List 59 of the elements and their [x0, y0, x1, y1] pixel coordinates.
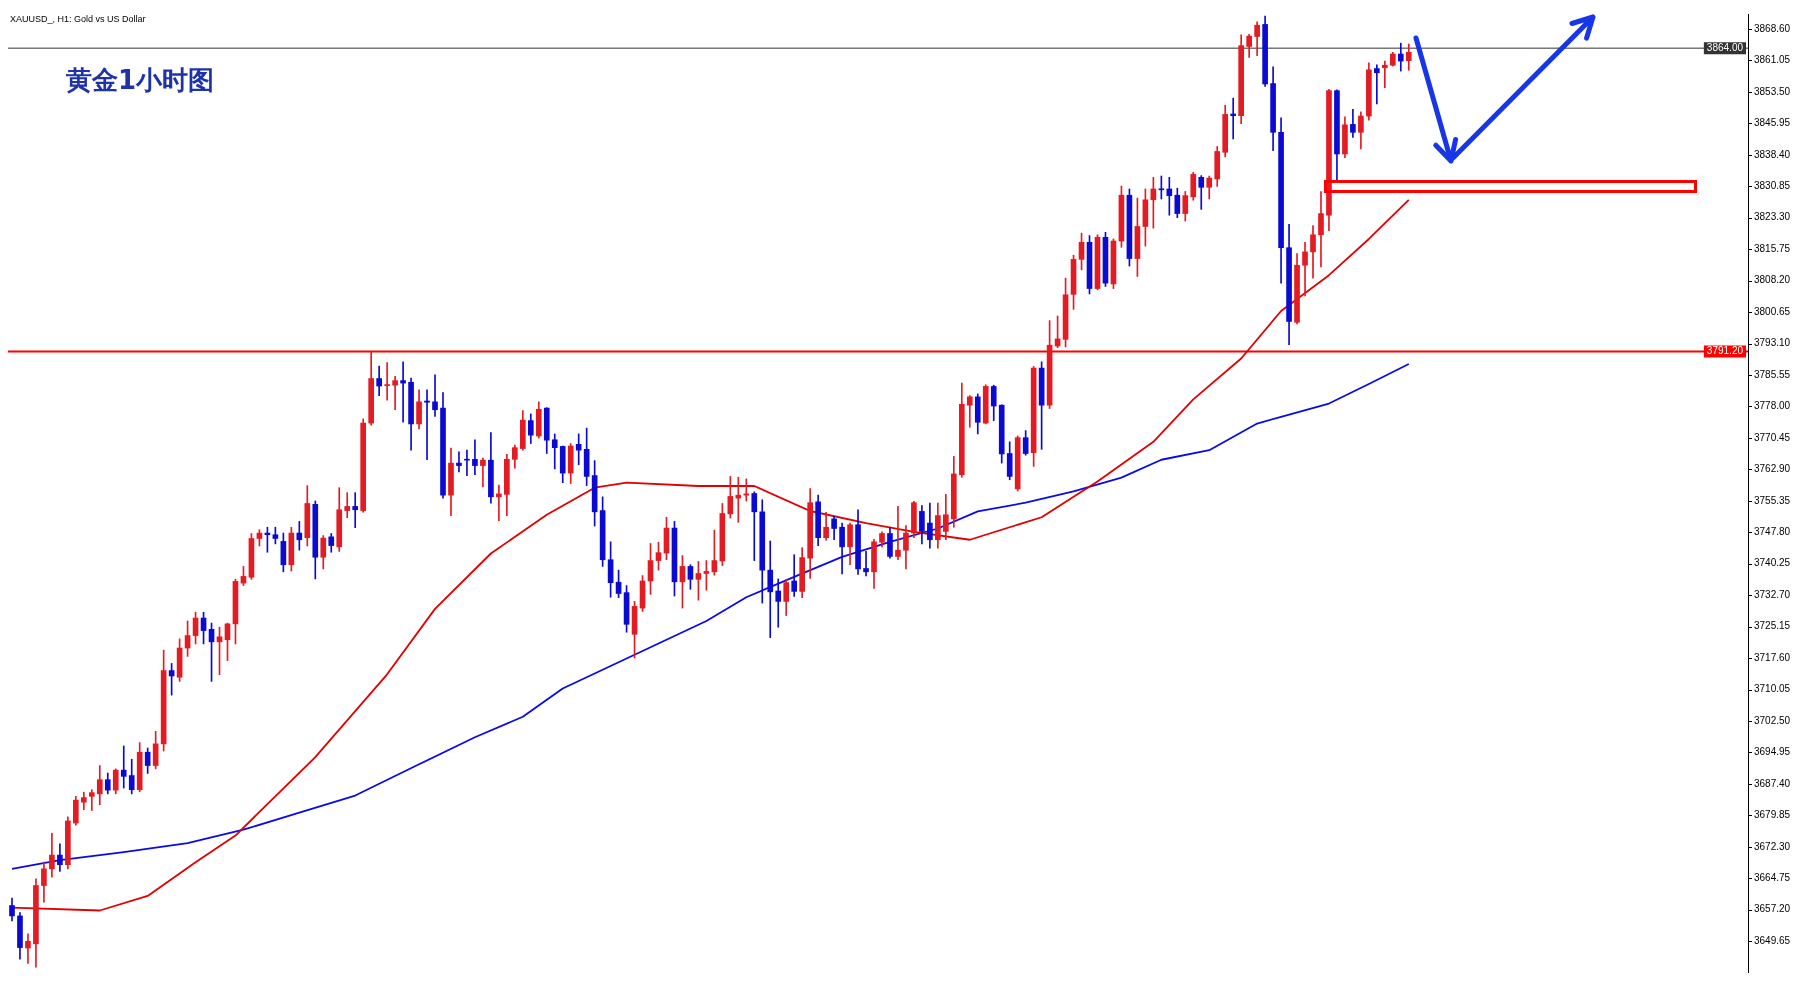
candlestick	[767, 540, 774, 638]
y-tick-label: 3740.25	[1754, 557, 1791, 569]
candlestick	[400, 361, 406, 423]
candlestick	[464, 449, 470, 476]
candlestick	[472, 439, 478, 476]
candlestick	[575, 433, 582, 466]
chart-title: XAUUSD_, H1: Gold vs US Dollar	[10, 13, 146, 24]
candlestick	[735, 476, 742, 523]
y-tick-label: 3793.10	[1754, 337, 1791, 349]
y-tick-label: 3657.20	[1754, 903, 1791, 915]
candlestick	[496, 484, 502, 521]
candlestick	[456, 451, 462, 473]
y-tick-label: 3838.40	[1754, 148, 1791, 160]
y-tick-label: 3732.70	[1754, 588, 1791, 600]
candlestick	[25, 933, 31, 964]
candlestick	[424, 389, 430, 461]
y-tick-label: 3861.05	[1754, 54, 1791, 66]
candlestick	[392, 376, 398, 411]
candlestick	[120, 745, 127, 789]
y-tick-label: 3815.75	[1754, 242, 1791, 254]
y-tick-label: 3770.45	[1754, 431, 1791, 443]
y-tick-label: 3830.85	[1754, 180, 1791, 192]
y-tick-label: 3694.95	[1754, 746, 1791, 758]
candlestick	[344, 492, 351, 518]
y-tick-label: 3664.75	[1754, 871, 1791, 883]
candlestick	[480, 457, 486, 488]
y-tick-label: 3823.30	[1754, 211, 1791, 223]
y-tick-label: 3755.35	[1754, 494, 1791, 506]
y-tick-label: 3725.15	[1754, 620, 1791, 632]
y-tick-label: 3808.20	[1754, 274, 1791, 286]
y-tick-label: 3747.80	[1754, 525, 1791, 537]
y-tick-label: 3717.60	[1754, 651, 1791, 663]
y-tick-label: 3687.40	[1754, 777, 1791, 789]
y-tick-label: 3778.00	[1754, 400, 1791, 412]
candlestick	[432, 374, 438, 417]
candlestick	[1382, 60, 1388, 89]
candlestick	[1230, 97, 1237, 140]
y-tick-label: 3710.05	[1754, 683, 1791, 695]
candlestick	[384, 362, 390, 401]
candlestick	[352, 492, 359, 528]
y-tick-label: 3800.65	[1754, 305, 1791, 317]
y-tick-label: 3785.55	[1754, 368, 1791, 380]
y-tick-label: 3853.50	[1754, 85, 1791, 97]
y-tick-label: 3868.60	[1754, 22, 1791, 34]
candlestick	[1374, 64, 1380, 105]
y-tick-label: 3679.85	[1754, 809, 1791, 821]
y-tick-label: 3845.95	[1754, 117, 1791, 129]
y-tick-label: 3672.30	[1754, 840, 1791, 852]
candlestick	[791, 554, 798, 597]
candlestick	[895, 506, 901, 561]
y-tick-label: 3649.65	[1754, 934, 1791, 946]
candlestick	[775, 578, 782, 628]
annotation: 黄金1小时图	[65, 64, 215, 95]
candlestick	[863, 551, 869, 577]
y-tick-label: 3762.90	[1754, 463, 1791, 475]
ref-line-label: 3864.00	[1706, 41, 1744, 53]
candlestick	[88, 789, 95, 811]
ref-line-label: 3791.20	[1706, 345, 1744, 357]
y-tick-label: 3702.50	[1754, 714, 1791, 726]
